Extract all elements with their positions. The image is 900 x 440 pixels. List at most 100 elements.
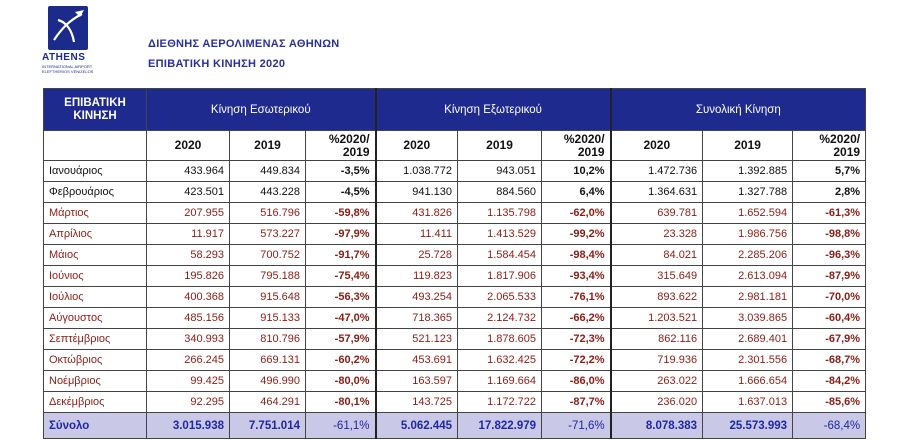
group-header-international: Κίνηση Εξωτερικού <box>374 88 612 131</box>
pct-change-cell: -98,4% <box>541 244 612 266</box>
passenger-count-cell: 433.964 <box>146 160 230 182</box>
passenger-count-cell: 862.116 <box>609 328 704 350</box>
passenger-count-cell: 884.560 <box>457 181 543 203</box>
month-label: Απρίλιος <box>43 223 147 245</box>
table-row: Φεβρουάριος 423.501 443.228 -4,5% 941.130 884… <box>43 181 867 203</box>
passenger-count-cell: 263.022 <box>609 370 704 392</box>
passenger-count-cell: 266.245 <box>146 349 230 371</box>
passenger-count-cell: 2.689.401 <box>702 328 794 350</box>
passenger-count-cell: 2.285.206 <box>702 244 794 266</box>
pct-change-cell: -75,4% <box>304 265 377 287</box>
pct-change-cell: -4,5% <box>304 181 377 203</box>
passenger-count-cell: 1.584.454 <box>457 244 543 266</box>
table-row: Απρίλιος 11.917 573.227 -97,9% 11.411 1.413.5… <box>43 223 867 245</box>
passenger-count-cell: 1.203.521 <box>609 307 704 329</box>
pct-change-cell: -66,2% <box>541 307 612 329</box>
column-header-2019: 2019 <box>229 130 306 161</box>
passenger-traffic-table: ΕΠΙΒΑΤΙΚΗ ΚΙΝΗΣΗ Κίνηση Εσωτερικού Κίνηση… <box>43 88 867 439</box>
passenger-count-cell: 1.172.722 <box>457 391 543 413</box>
column-header-pct-change: %2020/2019 <box>541 130 612 161</box>
table-row: Σεπτέμβριος 340.993 810.796 -57,9% 521.123 1.… <box>43 328 867 350</box>
pct-change-cell: -72,2% <box>541 349 612 371</box>
column-header-pct-change: %2020/2019 <box>792 130 867 161</box>
pct-change-cell: -87,7% <box>541 391 612 413</box>
pct-change-cell: -84,2% <box>792 370 867 392</box>
passenger-count-cell: 893.622 <box>609 286 704 308</box>
month-label: Ιανουάριος <box>43 160 147 182</box>
column-header-2019: 2019 <box>702 130 794 161</box>
passenger-count-cell: 2.124.732 <box>457 307 543 329</box>
passenger-count-cell: 17.822.979 <box>457 412 543 439</box>
logo-wordmark: ATHENS <box>42 52 86 63</box>
pct-change-cell: -67,9% <box>792 328 867 350</box>
pct-change-cell: -57,9% <box>304 328 377 350</box>
passenger-count-cell: 1.652.594 <box>702 202 794 224</box>
column-header-2020: 2020 <box>374 130 459 161</box>
passenger-count-cell: 3.015.938 <box>146 412 230 439</box>
total-row: Σύνολο 3.015.938 7.751.014 -61,1% 5.062.445 1… <box>43 412 867 439</box>
pct-change-cell: -71,6% <box>541 412 612 439</box>
passenger-count-cell: 453.691 <box>374 349 459 371</box>
table-row: Ιούνιος 195.826 795.188 -75,4% 119.823 1.817.… <box>43 265 867 287</box>
pct-change-cell: -91,7% <box>304 244 377 266</box>
year-header-row: 2020 2019 %2020/2019 2020 2019 %2020/2019 2020… <box>43 130 867 161</box>
passenger-count-cell: 2.301.556 <box>702 349 794 371</box>
month-label: Αύγουστος <box>43 307 147 329</box>
passenger-count-cell: 1.878.605 <box>457 328 543 350</box>
group-header-domestic: Κίνηση Εσωτερικού <box>145 88 377 131</box>
pct-change-cell: -56,3% <box>304 286 377 308</box>
passenger-count-cell: 1.666.654 <box>702 370 794 392</box>
pct-change-cell: -3,5% <box>304 160 377 182</box>
corner-subheader <box>43 130 147 161</box>
pct-change-cell: -86,0% <box>541 370 612 392</box>
table-row: Μάιος 58.293 700.752 -91,7% 25.728 1.584.454-… <box>43 244 867 266</box>
column-header-2019: 2019 <box>457 130 543 161</box>
pct-change-cell: -62,0% <box>541 202 612 224</box>
pct-change-cell: -61,3% <box>792 202 867 224</box>
passenger-count-cell: 25.728 <box>374 244 459 266</box>
passenger-count-cell: 58.293 <box>146 244 230 266</box>
pct-change-cell: -80,0% <box>304 370 377 392</box>
passenger-count-cell: 719.936 <box>609 349 704 371</box>
passenger-count-cell: 1.169.664 <box>457 370 543 392</box>
passenger-count-cell: 423.501 <box>146 181 230 203</box>
passenger-count-cell: 8.078.383 <box>609 412 704 439</box>
pct-change-cell: -93,4% <box>541 265 612 287</box>
month-label: Οκτώβριος <box>43 349 147 371</box>
passenger-count-cell: 84.021 <box>609 244 704 266</box>
month-label: Ιούλιος <box>43 286 147 308</box>
passenger-count-cell: 92.295 <box>146 391 230 413</box>
month-label: Φεβρουάριος <box>43 181 147 203</box>
total-label: Σύνολο <box>43 412 147 439</box>
column-header-2020: 2020 <box>146 130 230 161</box>
pct-change-cell: -85,6% <box>792 391 867 413</box>
passenger-count-cell: 464.291 <box>229 391 306 413</box>
table-row: Ιανουάριος 433.964 449.834 -3,5% 1.038.772 94… <box>43 160 867 182</box>
passenger-count-cell: 496.990 <box>229 370 306 392</box>
passenger-count-cell: 7.751.014 <box>229 412 306 439</box>
pct-change-cell: -60,2% <box>304 349 377 371</box>
passenger-count-cell: 443.228 <box>229 181 306 203</box>
passenger-count-cell: 1.637.013 <box>702 391 794 413</box>
passenger-count-cell: 639.781 <box>609 202 704 224</box>
passenger-count-cell: 521.123 <box>374 328 459 350</box>
month-label: Νοέμβριος <box>43 370 147 392</box>
pct-change-cell: 10,2% <box>541 160 612 182</box>
table-row: Ιούλιος 400.368 915.648 -56,3% 493.254 2.065.… <box>43 286 867 308</box>
passenger-count-cell: 573.227 <box>229 223 306 245</box>
page-subtitle: ΕΠΙΒΑΤΙΚΗ ΚΙΝΗΣΗ 2020 <box>148 58 286 70</box>
pct-change-cell: 5,7% <box>792 160 867 182</box>
group-header-row: ΕΠΙΒΑΤΙΚΗ ΚΙΝΗΣΗ Κίνηση Εσωτερικού Κίνηση… <box>43 88 867 131</box>
passenger-count-cell: 700.752 <box>229 244 306 266</box>
pct-change-cell: -72,3% <box>541 328 612 350</box>
month-label: Δεκέμβριος <box>43 391 147 413</box>
pct-change-cell: -61,1% <box>304 412 377 439</box>
passenger-count-cell: 23.328 <box>609 223 704 245</box>
passenger-count-cell: 1.472.736 <box>609 160 704 182</box>
passenger-count-cell: 1.392.885 <box>702 160 794 182</box>
passenger-count-cell: 449.834 <box>229 160 306 182</box>
pct-change-cell: -68,7% <box>792 349 867 371</box>
passenger-count-cell: 485.156 <box>146 307 230 329</box>
passenger-count-cell: 2.981.181 <box>702 286 794 308</box>
pct-change-cell: -96,3% <box>792 244 867 266</box>
